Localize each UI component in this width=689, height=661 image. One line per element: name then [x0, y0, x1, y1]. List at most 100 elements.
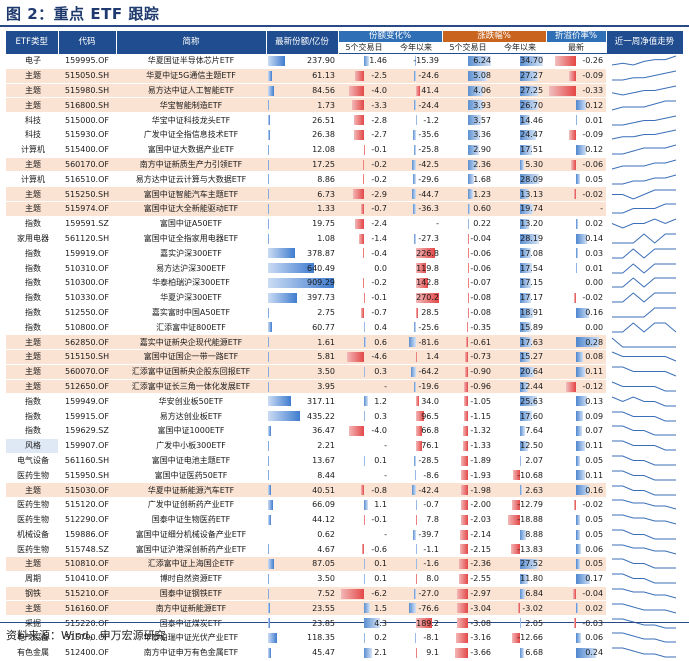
- value-bar: [361, 204, 364, 214]
- cell-value: 2.1: [374, 648, 387, 657]
- cell-type: 指数: [6, 246, 58, 261]
- cell-sc5: -4.0: [338, 423, 390, 438]
- trend-sparkline: [608, 232, 680, 245]
- cell-trend: [606, 54, 683, 69]
- trend-sparkline: [608, 439, 680, 452]
- cell-shares: 8.44: [266, 468, 338, 483]
- value-bar: [364, 559, 365, 569]
- cell-code: 515930.OF: [58, 127, 116, 142]
- cell-scy: -36.3: [390, 201, 442, 216]
- cell-shares: 3.50: [266, 364, 338, 379]
- cell-value: 0.06: [585, 633, 603, 642]
- cell-code: 562850.OF: [58, 335, 116, 350]
- etf-table-container: ETF类型 代码 简称 最新份额/亿份 份额变化% 涨跌幅% 折溢价率% 近一周…: [6, 31, 683, 661]
- trend-line: [612, 249, 676, 258]
- cell-sc5: -: [338, 527, 390, 542]
- cell-value: 0.05: [585, 456, 603, 465]
- value-bar: [364, 648, 372, 658]
- cell-value: -29.6: [418, 175, 439, 184]
- cell-value: 20.64: [520, 367, 543, 376]
- cell-value: 26.51: [312, 116, 335, 125]
- cell-ry: 2.07: [494, 453, 546, 468]
- value-bar: [414, 589, 416, 599]
- value-bar: [416, 396, 419, 406]
- cell-shares: 61.13: [266, 68, 338, 83]
- cell-trend: [606, 631, 683, 646]
- cell-r5: -3.66: [442, 645, 494, 660]
- trend-sparkline: [608, 528, 680, 541]
- cell-sc5: -2.8: [338, 113, 390, 128]
- cell-value: 1.68: [473, 175, 491, 184]
- cell-value: 40.51: [312, 486, 335, 495]
- cell-r5: -0.08: [442, 305, 494, 320]
- cell-value: -: [600, 204, 603, 213]
- cell-shares: 7.52: [266, 586, 338, 601]
- value-bar: [268, 648, 271, 658]
- value-bar: [468, 308, 469, 318]
- trend-sparkline: [608, 128, 680, 141]
- cell-r5: 2.90: [442, 142, 494, 157]
- cell-name: 博时自然资源ETF: [116, 571, 266, 586]
- cell-prem: -0.02: [546, 497, 606, 512]
- value-bar: [574, 189, 576, 199]
- cell-r5: -1.15: [442, 409, 494, 424]
- trend-sparkline: [608, 350, 680, 363]
- cell-trend: [606, 305, 683, 320]
- trend-line: [612, 530, 676, 539]
- cell-trend: [606, 113, 683, 128]
- trend-sparkline: [608, 646, 680, 659]
- value-bar: [341, 589, 364, 599]
- cell-value: 0.3: [374, 367, 387, 376]
- value-bar: [412, 485, 416, 495]
- cell-value: 2.63: [525, 486, 543, 495]
- cell-scy: 270.2: [390, 290, 442, 305]
- cell-value: 0.02: [585, 219, 603, 228]
- trend-line: [612, 397, 676, 406]
- trend-line: [612, 426, 676, 435]
- subheader-share-ytd: 今年以来: [390, 42, 442, 54]
- cell-shares: 8.86: [266, 172, 338, 187]
- trend-line: [612, 574, 676, 583]
- cell-trend: [606, 231, 683, 246]
- trend-sparkline: [608, 114, 680, 127]
- cell-r5: 0.22: [442, 216, 494, 231]
- cell-scy: -1.2: [390, 113, 442, 128]
- cell-shares: 4.67: [266, 542, 338, 557]
- cell-trend: [606, 290, 683, 305]
- value-bar: [268, 293, 297, 303]
- value-bar: [268, 160, 269, 170]
- cell-code: 510330.OF: [58, 290, 116, 305]
- cell-value: -18.88: [517, 515, 543, 524]
- cell-type: 主题: [6, 364, 58, 379]
- cell-r5: 0.60: [442, 201, 494, 216]
- cell-type: 计算机: [6, 172, 58, 187]
- cell-ry: 11.80: [494, 571, 546, 586]
- cell-value: 1.2: [374, 397, 387, 406]
- cell-value: -0.09: [582, 71, 603, 80]
- cell-value: 142.8: [416, 278, 439, 287]
- cell-code: 159629.SZ: [58, 423, 116, 438]
- cell-r5: -0.90: [442, 364, 494, 379]
- cell-sc5: 1.1: [338, 497, 390, 512]
- cell-type: 主题: [6, 68, 58, 83]
- cell-value: -1.98: [470, 486, 491, 495]
- value-bar: [520, 618, 521, 628]
- cell-type: 指数: [6, 305, 58, 320]
- cell-scy: -27.0: [390, 586, 442, 601]
- cell-scy: 189.2: [390, 616, 442, 631]
- trend-line: [612, 86, 676, 95]
- cell-name: 富国中证大数据产业ETF: [116, 142, 266, 157]
- trend-line: [612, 175, 676, 184]
- cell-code: 515050.SH: [58, 68, 116, 83]
- cell-shares: 640.49: [266, 261, 338, 276]
- cell-prem: -0.02: [546, 187, 606, 202]
- cell-value: -0.07: [470, 278, 491, 287]
- cell-value: -3.16: [470, 633, 491, 642]
- cell-value: 0.08: [585, 352, 603, 361]
- value-bar: [573, 589, 576, 599]
- cell-value: -2.03: [470, 515, 491, 524]
- cell-sc5: -0.7: [338, 201, 390, 216]
- cell-value: 640.49: [307, 264, 335, 273]
